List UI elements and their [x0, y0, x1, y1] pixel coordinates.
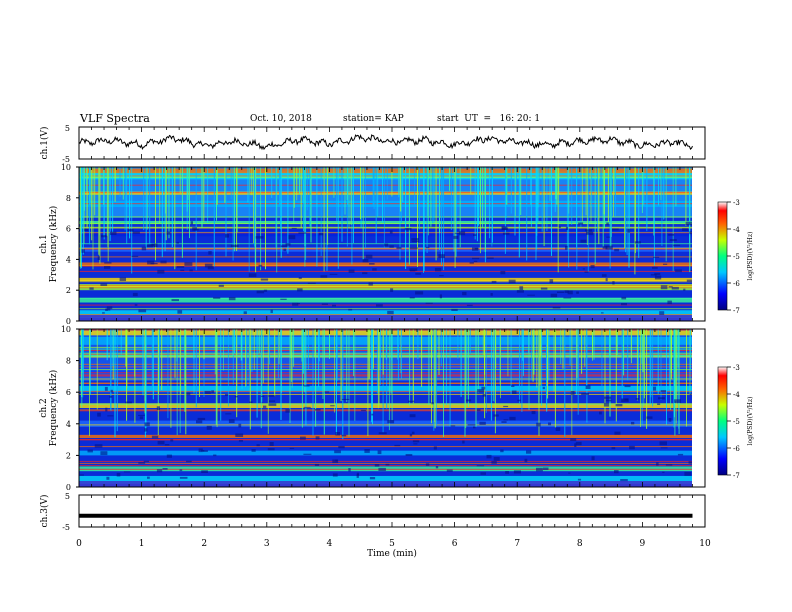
x-tick-label: 8: [577, 539, 583, 549]
freq-tick-label: 6: [66, 225, 71, 234]
x-tick-label: 0: [76, 539, 82, 549]
ch1-voltage-panel: [78, 126, 706, 160]
freq-tick-label: 10: [61, 163, 71, 172]
colorbar-tick-label: -7: [733, 472, 740, 480]
x-tick-label: 6: [452, 539, 458, 549]
freq-tick-label: 0: [66, 317, 71, 326]
ch2-spectrogram-panel: [78, 328, 706, 488]
ch2-colorbar: -3 -4 -5 -6 -7 log(PSD)(V²/Hz): [717, 364, 754, 480]
x-tick-label: 4: [327, 539, 333, 549]
ch3-ytick-top: 5: [65, 492, 70, 501]
ch3-voltage-panel: [78, 494, 706, 528]
ch1-voltage-line: [78, 133, 693, 151]
x-tick-label: 10: [699, 539, 711, 549]
colorbar-tick-label: -3: [733, 364, 740, 372]
ch1-ytick-top: 5: [65, 124, 70, 133]
colorbar-tick-label: -4: [733, 226, 740, 234]
colorbar-tick-label: -6: [733, 445, 740, 453]
chart-title: VLF Spectra: [80, 112, 150, 125]
x-axis-label: Time (min): [367, 548, 417, 559]
ch2-spec-ylabel-freq: Frequency (kHz): [48, 370, 59, 447]
freq-tick-label: 4: [66, 420, 71, 429]
freq-tick-label: 2: [66, 451, 71, 460]
x-tick-label: 5: [389, 539, 395, 549]
ch1-spec-ylabel-ch: ch.1: [39, 234, 49, 253]
ch1-voltage-ylabel: ch.1(V): [39, 127, 50, 160]
freq-tick-label: 2: [66, 286, 71, 295]
colorbar-tick-label: -4: [733, 391, 740, 399]
ch1-spec-ylabel-freq: Frequency (kHz): [48, 206, 59, 283]
start-time-label: start UT = 16: 20: 1: [437, 114, 541, 124]
x-tick-label: 9: [640, 539, 646, 549]
x-tick-label: 2: [201, 539, 207, 549]
ch1-colorbar: -3 -4 -5 -6 -7 log(PSD)(V²/Hz): [717, 199, 754, 315]
ch2-spec-ylabel-ch: ch.2: [39, 398, 49, 417]
ch1-spectrogram-panel: [78, 166, 706, 322]
ch1-ytick-bottom: -5: [62, 155, 70, 164]
date-label: Oct. 10, 2018: [250, 114, 312, 124]
colorbar-tick-label: -6: [733, 280, 740, 288]
ch3-voltage-ylabel: ch.3(V): [39, 495, 50, 528]
ch3-ytick-bottom: -5: [62, 523, 70, 532]
colorbar-tick-label: -5: [733, 253, 740, 261]
colorbar-tick-label: -7: [733, 307, 740, 315]
freq-tick-label: 6: [66, 388, 71, 397]
freq-tick-label: 4: [66, 255, 71, 264]
freq-tick-label: 8: [66, 357, 71, 366]
freq-tick-label: 0: [66, 483, 71, 492]
ch1-colorbar-label: log(PSD)(V²/Hz): [747, 232, 754, 281]
freq-tick-label: 8: [66, 194, 71, 203]
colorbar-tick-label: -3: [733, 199, 740, 207]
colorbar-tick-label: -5: [733, 418, 740, 426]
x-tick-label: 1: [139, 539, 145, 549]
ch2-colorbar-label: log(PSD)(V²/Hz): [747, 397, 754, 446]
station-label: station= KAP: [343, 114, 404, 124]
freq-tick-label: 10: [61, 325, 71, 334]
x-tick-label: 7: [514, 539, 520, 549]
x-tick-label: 3: [264, 539, 270, 549]
